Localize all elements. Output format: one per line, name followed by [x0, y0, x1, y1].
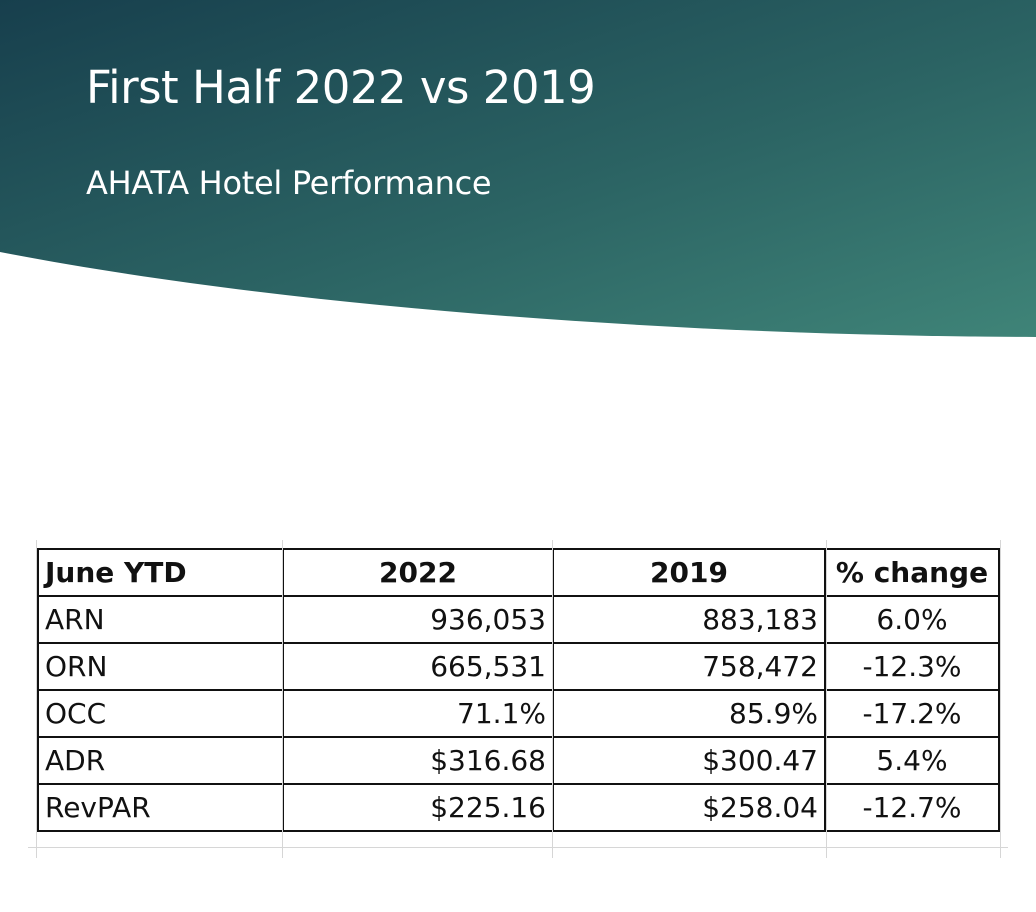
cell-2019: 85.9%: [552, 689, 826, 738]
table-row: OCC 71.1% 85.9% -17.2%: [37, 689, 1000, 738]
table-row: ORN 665,531 758,472 -12.3%: [37, 642, 1000, 691]
slide-title: First Half 2022 vs 2019: [86, 61, 596, 114]
cell-2022: $316.68: [282, 736, 554, 785]
row-label: ARN: [37, 595, 284, 644]
cell-2019: $300.47: [552, 736, 826, 785]
cell-percent-change: -17.2%: [824, 689, 1000, 738]
row-label: ADR: [37, 736, 284, 785]
grid-guide-line: [826, 540, 827, 858]
performance-table-container: June YTD 2022 2019 % change ARN 936,053 …: [37, 548, 1000, 832]
cell-percent-change: -12.7%: [824, 783, 1000, 832]
header-2022: 2022: [282, 548, 554, 597]
cell-2019: $258.04: [552, 783, 826, 832]
cell-percent-change: 5.4%: [824, 736, 1000, 785]
cell-percent-change: -12.3%: [824, 642, 1000, 691]
header-june-ytd: June YTD: [37, 548, 284, 597]
slide-subtitle: AHATA Hotel Performance: [86, 164, 492, 202]
table-row: ARN 936,053 883,183 6.0%: [37, 595, 1000, 644]
header-2019: 2019: [552, 548, 826, 597]
table-row: RevPAR $225.16 $258.04 -12.7%: [37, 783, 1000, 832]
cell-2019: 883,183: [552, 595, 826, 644]
cell-2022: 71.1%: [282, 689, 554, 738]
cell-2019: 758,472: [552, 642, 826, 691]
cell-2022: 936,053: [282, 595, 554, 644]
header-band-shape: [0, 0, 1036, 337]
cell-percent-change: 6.0%: [824, 595, 1000, 644]
grid-guide-line: [36, 540, 37, 858]
table-header-row: June YTD 2022 2019 % change: [37, 548, 1000, 597]
table-row: ADR $316.68 $300.47 5.4%: [37, 736, 1000, 785]
cell-2022: 665,531: [282, 642, 554, 691]
grid-guide-line: [28, 847, 1008, 848]
row-label: OCC: [37, 689, 284, 738]
header-band: [0, 0, 1036, 337]
performance-table: June YTD 2022 2019 % change ARN 936,053 …: [37, 548, 1000, 832]
row-label: RevPAR: [37, 783, 284, 832]
grid-guide-line: [282, 540, 283, 858]
row-label: ORN: [37, 642, 284, 691]
grid-guide-line: [1000, 540, 1001, 858]
cell-2022: $225.16: [282, 783, 554, 832]
grid-guide-line: [552, 540, 553, 858]
header-percent-change: % change: [824, 548, 1000, 597]
